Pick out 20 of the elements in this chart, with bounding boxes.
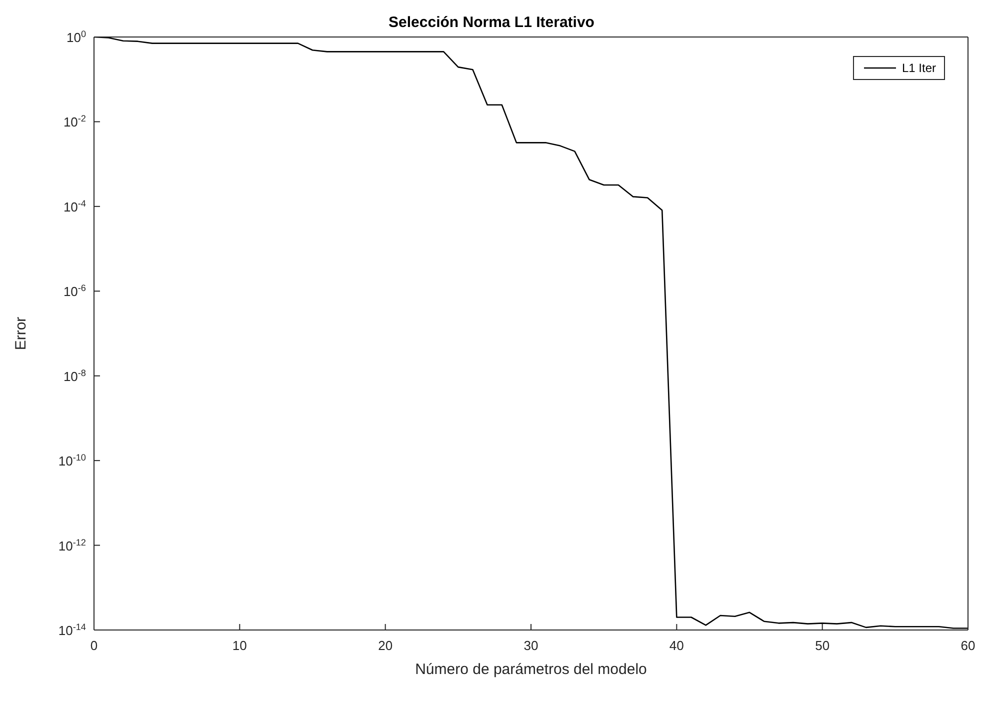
line-series [94,37,968,629]
y-tick-label: 10$^{0}$ [66,29,86,45]
x-axis-title: Número de parámetros del modelo [415,661,647,678]
y-tick-label: 10$^{-12}$ [58,537,86,554]
y-axis-title: Error [12,316,30,350]
x-tick-label: 50 [815,638,830,653]
x-tick-label: 10 [232,638,247,653]
x-tick-label: 60 [960,638,976,653]
x-tick-label: 30 [524,638,538,653]
chart-title: Selección Norma L1 Iterativo [388,14,594,31]
x-tick-label: 20 [378,638,393,653]
x-tick-label: 0 [90,638,98,653]
y-tick-label: 10$^{-8}$ [63,368,86,384]
y-tick-label: 10$^{-14}$ [58,622,86,638]
legend-label: L1 Iter [902,61,936,75]
y-tick-label: 10$^{-10}$ [58,452,86,469]
y-tick-label: 10$^{-4}$ [63,198,86,214]
y-tick-label: 10$^{-2}$ [63,114,86,130]
x-tick-label: 40 [669,638,684,653]
y-tick-label: 10$^{-6}$ [63,283,86,300]
